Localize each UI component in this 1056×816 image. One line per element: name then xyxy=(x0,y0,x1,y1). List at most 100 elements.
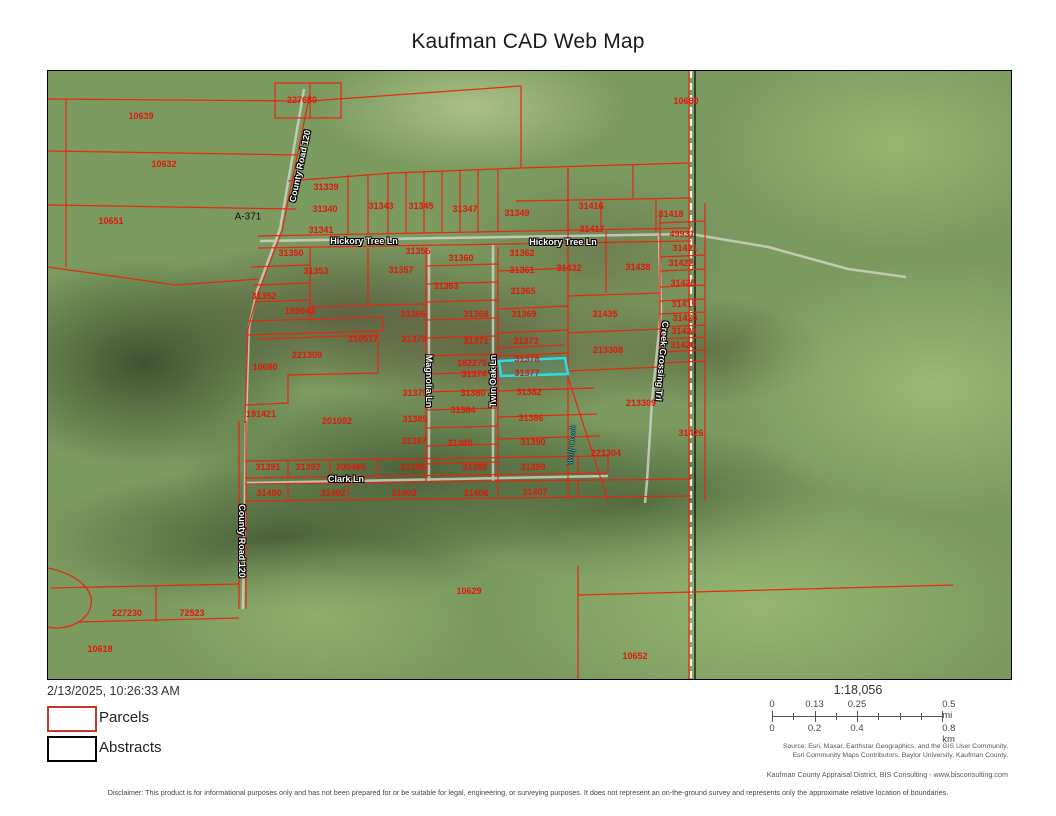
road-label: Clark Ln xyxy=(327,474,365,484)
road-label: Hickory Tree Ln xyxy=(330,236,398,246)
parcel-label: 31424 xyxy=(672,313,698,323)
parcel-label: 31375 xyxy=(402,388,428,398)
scale-km-3: 0.8 km xyxy=(942,723,956,745)
parcel-label: 31438 xyxy=(625,262,651,272)
parcel-label: 31402 xyxy=(320,488,346,498)
map-source-attribution: Source: Esri, Maxar, Earthstar Geographi… xyxy=(718,742,1008,760)
parcel-label: 49931 xyxy=(669,229,695,239)
road-label: Creek Crossing Trl xyxy=(653,320,671,402)
map-disclaimer: Disclaimer: This product is for informat… xyxy=(107,788,949,797)
parcel-label: 31343 xyxy=(368,201,394,211)
scale-km-1: 0.2 xyxy=(807,723,822,734)
parcel-label: 31403 xyxy=(391,488,417,498)
parcel-label: 221304 xyxy=(590,448,622,458)
parcel-label: 31380 xyxy=(460,388,486,398)
parcel-label: 31422 xyxy=(668,258,694,268)
water-label: Wolf Creek xyxy=(564,424,578,466)
parcel-label: 221309 xyxy=(291,350,323,360)
parcel-label: 31406 xyxy=(463,488,489,498)
parcel-label: 10632 xyxy=(151,159,177,169)
parcel-label: 31390 xyxy=(520,437,546,447)
parcel-label: 31349 xyxy=(504,208,530,218)
parcel-label: 10680 xyxy=(252,362,278,372)
parcel-label: 31373 xyxy=(513,336,539,346)
map-boundaries-overlay xyxy=(48,71,954,679)
parcel-label: 31435 xyxy=(592,309,618,319)
parcel-label: 31418 xyxy=(658,209,684,219)
parcel-label: 213308 xyxy=(592,345,624,355)
parcel-label: 10680 xyxy=(673,96,699,106)
parcel-label: 31341 xyxy=(308,225,334,235)
parcel-label: 72523 xyxy=(179,608,205,618)
source-line-1: Source: Esri, Maxar, Earthstar Geographi… xyxy=(782,743,1008,750)
parcel-label: 31399 xyxy=(520,462,546,472)
parcel-label: 200465 xyxy=(335,462,367,472)
parcel-label: 31377 xyxy=(514,368,540,378)
map-label-layer: 227680 10639 10632 10651 10680 31339 31340 3134… xyxy=(48,71,1011,679)
parcel-label: 31362 xyxy=(509,248,535,258)
parcel-label: 31368 xyxy=(463,309,489,319)
parcel-label: 31360 xyxy=(448,253,474,263)
parcel-label: 31398 xyxy=(462,462,488,472)
parcel-label: 31423 xyxy=(671,326,697,336)
parcel-label: 31339 xyxy=(313,182,339,192)
parcel-label: 31420 xyxy=(670,340,696,350)
parcel-label: 31417 xyxy=(579,224,605,234)
parcel-label: 31396 xyxy=(400,462,426,472)
legend-parcels-label: Parcels xyxy=(99,709,150,726)
parcel-label: 31350 xyxy=(278,248,304,258)
parcel-label: 31392 xyxy=(295,462,321,472)
parcel-label: 31385 xyxy=(402,414,428,424)
parcel-label: 189043 xyxy=(284,306,316,316)
parcel-label: 31386 xyxy=(518,413,544,423)
parcel-label: 31391 xyxy=(255,462,281,472)
scale-bar: 0 0.13 0.25 0.5 mi 0 0.2 0.4 0.8 km xyxy=(769,699,955,745)
road-label: Hickory Tree Ln xyxy=(529,237,597,247)
scale-ratio: 1:18,056 xyxy=(833,683,883,697)
selected-parcel-highlight[interactable] xyxy=(497,356,570,378)
parcel-label: 10639 xyxy=(128,111,154,121)
parcel-label: 31352 xyxy=(251,291,277,301)
scale-mi-1: 0.13 xyxy=(805,699,824,710)
parcel-boundary-lines xyxy=(48,71,954,679)
parcel-label: 10618 xyxy=(87,644,113,654)
road-label: Magnolia Ln xyxy=(424,354,434,408)
parcel-label: 31432 xyxy=(556,263,582,273)
parcel-label: 31425 xyxy=(670,278,696,288)
parcel-label: 31384 xyxy=(450,405,476,415)
parcel-label: 31353 xyxy=(303,266,329,276)
road-label: County Road 120 xyxy=(237,504,247,578)
road-label: Twin Oak Ln xyxy=(488,354,498,408)
parcel-label: 31407 xyxy=(522,487,548,497)
parcel-label: 31421 xyxy=(672,243,698,253)
parcel-label: 31365 xyxy=(510,286,536,296)
legend-abstracts-label: Abstracts xyxy=(99,739,162,756)
parcel-label: 201092 xyxy=(321,416,353,426)
parcel-label: 31378 xyxy=(514,354,540,364)
parcel-label: 31371 xyxy=(463,336,489,346)
parcel-label: 31382 xyxy=(516,387,542,397)
abstract-label: A-371 xyxy=(234,211,262,223)
parcel-label: 10629 xyxy=(456,586,482,596)
parcel-label: 31361 xyxy=(509,265,535,275)
parcel-label: 31387 xyxy=(401,436,427,446)
parcel-label: 191421 xyxy=(245,409,277,419)
legend-parcels-swatch xyxy=(47,706,97,732)
parcel-label: 31369 xyxy=(511,309,537,319)
parcel-label: 31366 xyxy=(400,309,426,319)
parcel-label: 10652 xyxy=(622,651,648,661)
parcel-label: 31370 xyxy=(401,334,427,344)
parcel-label: 213309 xyxy=(625,398,657,408)
parcel-label: 31340 xyxy=(312,204,338,214)
scale-mi-3: 0.5 mi xyxy=(942,699,956,721)
page-title: Kaufman CAD Web Map xyxy=(411,30,645,53)
map-canvas[interactable]: 227680 10639 10632 10651 10680 31339 31340 3134… xyxy=(47,70,1012,680)
parcel-label: 31419 xyxy=(671,299,697,309)
parcel-label: 31380 xyxy=(447,438,473,448)
parcel-label: 182275 xyxy=(456,358,488,368)
scale-km-0: 0 xyxy=(769,723,775,734)
map-credit: Kaufman County Appraisal District, BIS C… xyxy=(766,770,1008,779)
parcel-label: 31400 xyxy=(256,488,282,498)
parcel-label: 31363 xyxy=(433,281,459,291)
